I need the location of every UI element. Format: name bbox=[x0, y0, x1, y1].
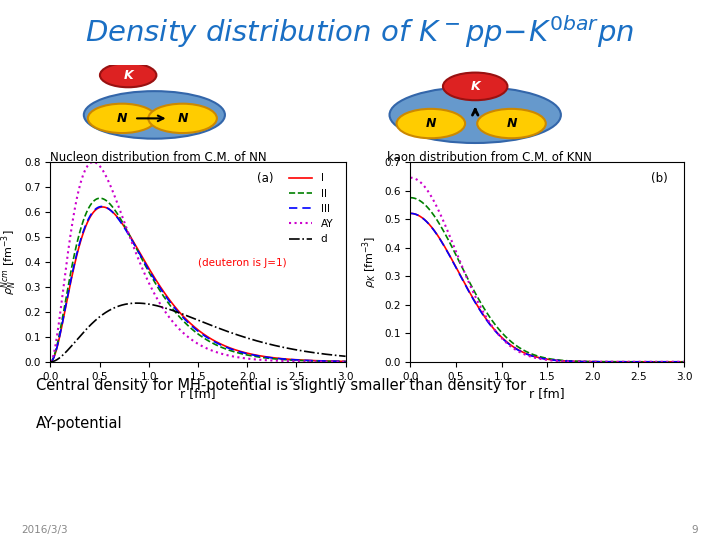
X-axis label: r [fm]: r [fm] bbox=[180, 387, 216, 400]
Text: (a): (a) bbox=[257, 172, 274, 185]
Text: Nucleon distribution from C.M. of NN: Nucleon distribution from C.M. of NN bbox=[50, 151, 266, 164]
Text: 2016/3/3: 2016/3/3 bbox=[22, 524, 68, 535]
Legend: I, II, III, AY, d: I, II, III, AY, d bbox=[285, 169, 338, 248]
X-axis label: r [fm]: r [fm] bbox=[529, 387, 565, 400]
Y-axis label: $\rho_N^{Ncm}$ [fm$^{-3}$]: $\rho_N^{Ncm}$ [fm$^{-3}$] bbox=[0, 229, 19, 295]
Text: Central density for MH-potential is slightly smaller than density for: Central density for MH-potential is slig… bbox=[36, 378, 526, 393]
Text: N: N bbox=[177, 112, 188, 125]
Circle shape bbox=[477, 109, 546, 138]
Circle shape bbox=[88, 104, 156, 133]
Text: K: K bbox=[123, 69, 133, 82]
Circle shape bbox=[397, 109, 465, 138]
Text: $\it{Density\ distribution\ of\ K^-pp\!-\!K^{0bar}pn}$: $\it{Density\ distribution\ of\ K^-pp\!-… bbox=[86, 14, 634, 50]
Circle shape bbox=[148, 104, 217, 133]
Circle shape bbox=[443, 72, 508, 100]
Text: 9: 9 bbox=[692, 524, 698, 535]
Text: N: N bbox=[117, 112, 127, 125]
Ellipse shape bbox=[390, 87, 561, 143]
Text: K: K bbox=[470, 80, 480, 93]
Text: N: N bbox=[426, 117, 436, 130]
Text: N: N bbox=[506, 117, 517, 130]
Y-axis label: $\rho_K$ [fm$^{-3}$]: $\rho_K$ [fm$^{-3}$] bbox=[360, 235, 379, 288]
Text: kaon distribution from C.M. of KNN: kaon distribution from C.M. of KNN bbox=[387, 151, 592, 164]
Text: (b): (b) bbox=[651, 172, 668, 185]
Ellipse shape bbox=[84, 91, 225, 139]
Text: AY-potential: AY-potential bbox=[36, 416, 122, 431]
Circle shape bbox=[100, 63, 156, 87]
Text: (deuteron is J=1): (deuteron is J=1) bbox=[198, 258, 287, 268]
